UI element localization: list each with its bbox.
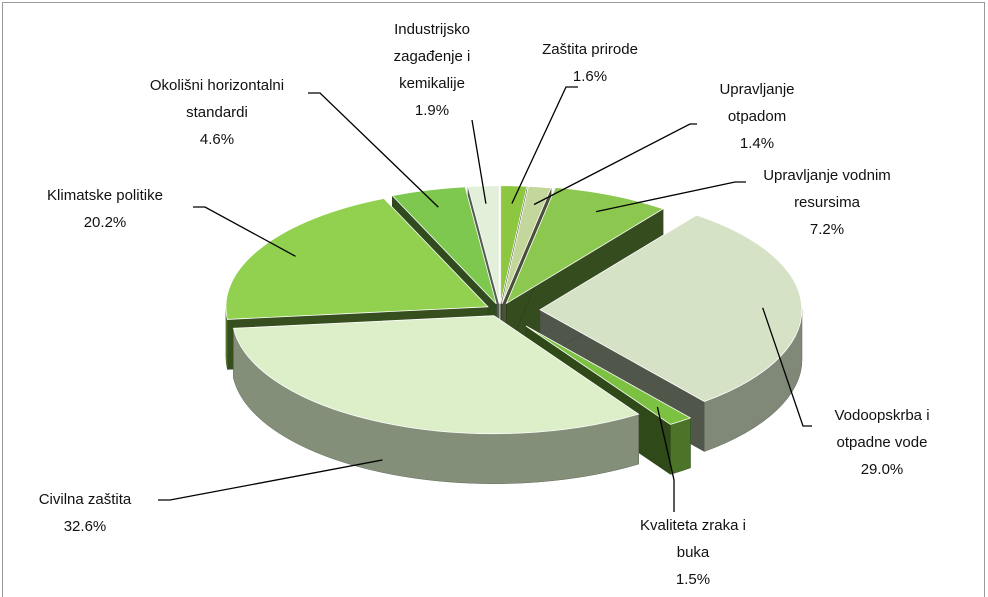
label-value: 4.6% <box>199 131 235 148</box>
label-name: Upravljanje vodnim resursima <box>763 167 891 211</box>
label-name: Kvaliteta zraka i buka <box>640 517 746 561</box>
data-label: Upravljanje otpadom 1.4% <box>702 76 812 157</box>
label-name: Upravljanje otpadom <box>719 81 795 125</box>
slice-top <box>500 185 528 304</box>
leader-line <box>596 181 746 213</box>
slice <box>232 315 640 484</box>
slice-top <box>501 185 552 304</box>
label-value: 32.6% <box>63 518 107 535</box>
label-value: 1.6% <box>572 68 608 85</box>
data-label: Civilna zaštita 32.6% <box>0 486 185 540</box>
data-label: Industrijsko zagađenje i kemikalije 1.9% <box>372 16 492 124</box>
label-name: Zaštita prirode <box>542 41 638 58</box>
label-value: 1.4% <box>739 135 775 152</box>
slice-top <box>225 198 489 320</box>
label-value: 7.2% <box>809 221 845 238</box>
leader-line <box>533 123 697 206</box>
leader-line <box>158 459 383 501</box>
data-label: Upravljanje vodnim resursima 7.2% <box>737 162 917 243</box>
label-value: 20.2% <box>83 214 127 231</box>
data-label: Klimatske politike 20.2% <box>5 182 205 236</box>
label-name: Okolišni horizontalni standardi <box>149 77 285 121</box>
label-name: Klimatske politike <box>47 187 163 204</box>
slice-wall <box>670 417 691 475</box>
label-name: Vodoopskrba i otpadne vode <box>834 407 930 451</box>
data-label: Zaštita prirode 1.6% <box>490 36 690 90</box>
label-value: 29.0% <box>860 461 904 478</box>
leader-line <box>471 119 487 204</box>
slice-top <box>505 187 665 305</box>
leader-line <box>762 307 812 427</box>
slice-top <box>391 186 497 305</box>
label-name: Civilna zaštita <box>38 491 132 508</box>
slice-top <box>525 325 692 425</box>
data-label: Vodoopskrba i otpadne vode 29.0% <box>817 402 947 483</box>
leader-line <box>193 206 296 257</box>
data-label: Okolišni horizontalni standardi 4.6% <box>122 72 312 153</box>
leader-line <box>511 86 578 204</box>
data-label: Kvaliteta zraka i buka 1.5% <box>623 512 763 593</box>
label-value: 1.5% <box>675 571 711 588</box>
slice-top <box>232 315 640 435</box>
slice-top <box>539 214 803 402</box>
leader-line <box>656 406 675 512</box>
leader-line <box>308 92 439 208</box>
label-name: Industrijsko zagađenje i kemikalije <box>393 21 471 92</box>
label-value: 1.9% <box>414 102 450 119</box>
